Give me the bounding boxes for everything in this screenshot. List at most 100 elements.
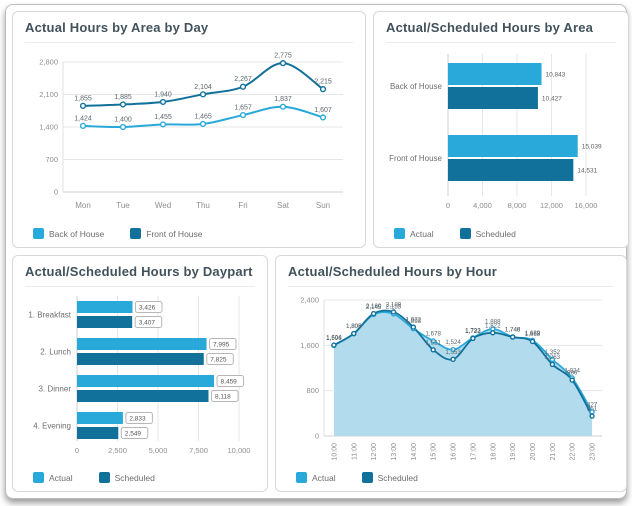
point-back-of-house-wed[interactable] — [159, 121, 167, 128]
point-back-of-house-sat[interactable] — [279, 103, 287, 110]
point-back-of-house-mon[interactable] — [79, 122, 87, 129]
value-label: 2,189 — [386, 301, 402, 308]
legend-item-scheduled[interactable]: Scheduled — [361, 472, 418, 483]
bar-scheduled-4-evening[interactable] — [77, 427, 119, 439]
value-label: 3,426 — [139, 305, 156, 312]
bar-actual-2-lunch[interactable] — [77, 338, 207, 350]
value-label: 1,746 — [505, 327, 521, 334]
value-label: 7,825 — [210, 357, 227, 364]
svg-text:11:00: 11:00 — [351, 443, 358, 460]
point-scheduled-11-00[interactable] — [351, 330, 357, 337]
value-label: 2,549 — [125, 431, 142, 438]
svg-text:Wed: Wed — [155, 201, 171, 210]
card-hours-by-daypart: Actual/Scheduled Hours by Daypart 0 2,500… — [12, 255, 268, 492]
point-scheduled-17-00[interactable] — [470, 335, 476, 342]
bar-scheduled-2-lunch[interactable] — [77, 353, 204, 365]
value-label: 1,733 — [465, 327, 481, 334]
point-scheduled-23-00[interactable] — [589, 413, 595, 419]
bar-scheduled-front-of-house[interactable] — [448, 159, 574, 181]
legend-item-actual[interactable]: Actual — [394, 228, 434, 239]
value-label: 1,024 — [564, 367, 580, 374]
svg-text:1,400: 1,400 — [39, 123, 58, 132]
svg-text:12:00: 12:00 — [371, 443, 378, 461]
legend-item-actual[interactable]: Actual — [296, 472, 336, 483]
point-front-of-house-thu[interactable] — [199, 91, 207, 98]
bar-chart-hours-by-daypart[interactable]: 0 2,500 5,000 7,500 10,000 1. Breakfast 3,426 3… — [25, 287, 255, 471]
legend-swatch-icon — [130, 228, 142, 239]
svg-text:16:00: 16:00 — [451, 443, 458, 461]
legend-item-front-of-house[interactable]: Front of House — [130, 228, 203, 239]
legend-swatch-icon — [296, 472, 307, 483]
value-label: 1,888 — [485, 319, 501, 326]
value-label: 2,155 — [386, 303, 402, 310]
area-chart-hours-by-hour[interactable]: 0 800 1,600 2,400 10:00 11:00 12:00 13:00 14:00 1… — [288, 287, 614, 471]
point-scheduled-22-00[interactable] — [569, 377, 575, 383]
legend-swatch-icon — [98, 472, 110, 483]
bar-scheduled-back-of-house[interactable] — [448, 87, 538, 109]
point-scheduled-13-00[interactable] — [390, 309, 397, 315]
point-scheduled-12-00[interactable] — [370, 310, 377, 317]
value-label: 3,407 — [139, 320, 156, 327]
line-chart-hours-by-area-by-day[interactable]: 0 700 1,400 2,100 2,800 Mon Tue Wed Thu Fri Sat Sun… — [25, 43, 353, 227]
svg-text:2,500: 2,500 — [108, 446, 127, 455]
value-label: 1,604 — [326, 335, 342, 342]
legend-item-scheduled[interactable]: Scheduled — [459, 228, 516, 239]
bar-actual-front-of-house[interactable] — [448, 135, 578, 157]
category-label: 3. Dinner — [39, 385, 72, 394]
value-label: 1,885 — [114, 94, 132, 101]
point-front-of-house-fri[interactable] — [239, 83, 247, 90]
bar-chart-hours-by-area[interactable]: 0 4,000 8,000 12,000 16,000 Back of House 10,8… — [386, 43, 616, 227]
value-label: 1,678 — [425, 330, 441, 337]
bar-actual-3-dinner[interactable] — [77, 375, 215, 387]
point-scheduled-15-00[interactable] — [430, 347, 436, 353]
point-front-of-house-wed[interactable] — [159, 98, 167, 106]
point-actual-15-00[interactable] — [430, 338, 436, 344]
svg-text:13:00: 13:00 — [391, 443, 398, 461]
bar-actual-4-evening[interactable] — [77, 412, 123, 424]
svg-text:5,000: 5,000 — [149, 446, 168, 455]
point-front-of-house-sun[interactable] — [319, 86, 327, 93]
legend-item-scheduled[interactable]: Scheduled — [98, 472, 155, 483]
point-front-of-house-mon[interactable] — [79, 102, 87, 109]
value-label: 8,459 — [221, 379, 238, 386]
point-back-of-house-tue[interactable] — [119, 123, 127, 131]
value-label: 1,940 — [154, 91, 172, 98]
value-label: 2,833 — [129, 416, 146, 423]
value-label: 1,808 — [346, 323, 362, 330]
svg-text:2,400: 2,400 — [300, 296, 319, 305]
svg-text:0: 0 — [54, 188, 58, 197]
point-actual-16-00[interactable] — [450, 346, 456, 353]
legend-item-actual[interactable]: Actual — [33, 472, 73, 483]
point-front-of-house-sat[interactable] — [279, 60, 287, 67]
svg-text:20:00: 20:00 — [530, 443, 537, 461]
point-scheduled-20-00[interactable] — [529, 338, 536, 345]
point-scheduled-10-00[interactable] — [331, 342, 337, 348]
legend-item-back-of-house[interactable]: Back of House — [33, 228, 104, 239]
value-label: 1,521 — [425, 339, 441, 346]
bar-scheduled-3-dinner[interactable] — [77, 390, 209, 402]
point-scheduled-21-00[interactable] — [549, 361, 556, 368]
value-label: 1,722 — [465, 328, 481, 335]
chart-canvas: 0 2,500 5,000 7,500 10,000 1. Breakfast 3,426 3… — [28, 296, 250, 455]
bar-scheduled-1-breakfast[interactable] — [77, 316, 133, 328]
value-label: 1,668 — [525, 331, 541, 338]
bar-actual-back-of-house[interactable] — [448, 63, 542, 85]
point-scheduled-18-00[interactable] — [490, 330, 496, 336]
legend-label: Scheduled — [475, 228, 516, 239]
point-back-of-house-sun[interactable] — [319, 114, 327, 121]
point-back-of-house-fri[interactable] — [239, 111, 247, 119]
value-label: 1,524 — [445, 339, 461, 346]
legend-label: Back of House — [49, 228, 105, 239]
point-scheduled-16-00[interactable] — [450, 356, 456, 363]
value-label: 1,400 — [114, 117, 132, 124]
point-back-of-house-thu[interactable] — [199, 120, 207, 128]
point-actual-21-00[interactable] — [549, 356, 556, 363]
value-label: 1,922 — [406, 317, 422, 324]
point-scheduled-19-00[interactable] — [509, 334, 516, 340]
point-front-of-house-tue[interactable] — [119, 101, 127, 108]
card-hours-by-area: Actual/Scheduled Hours by Area 0 4,000 8,0… — [373, 11, 629, 248]
value-label: 7,995 — [213, 342, 230, 349]
bar-actual-1-breakfast[interactable] — [77, 301, 133, 313]
point-scheduled-14-00[interactable] — [410, 324, 417, 330]
value-label: 1,805 — [346, 323, 362, 330]
